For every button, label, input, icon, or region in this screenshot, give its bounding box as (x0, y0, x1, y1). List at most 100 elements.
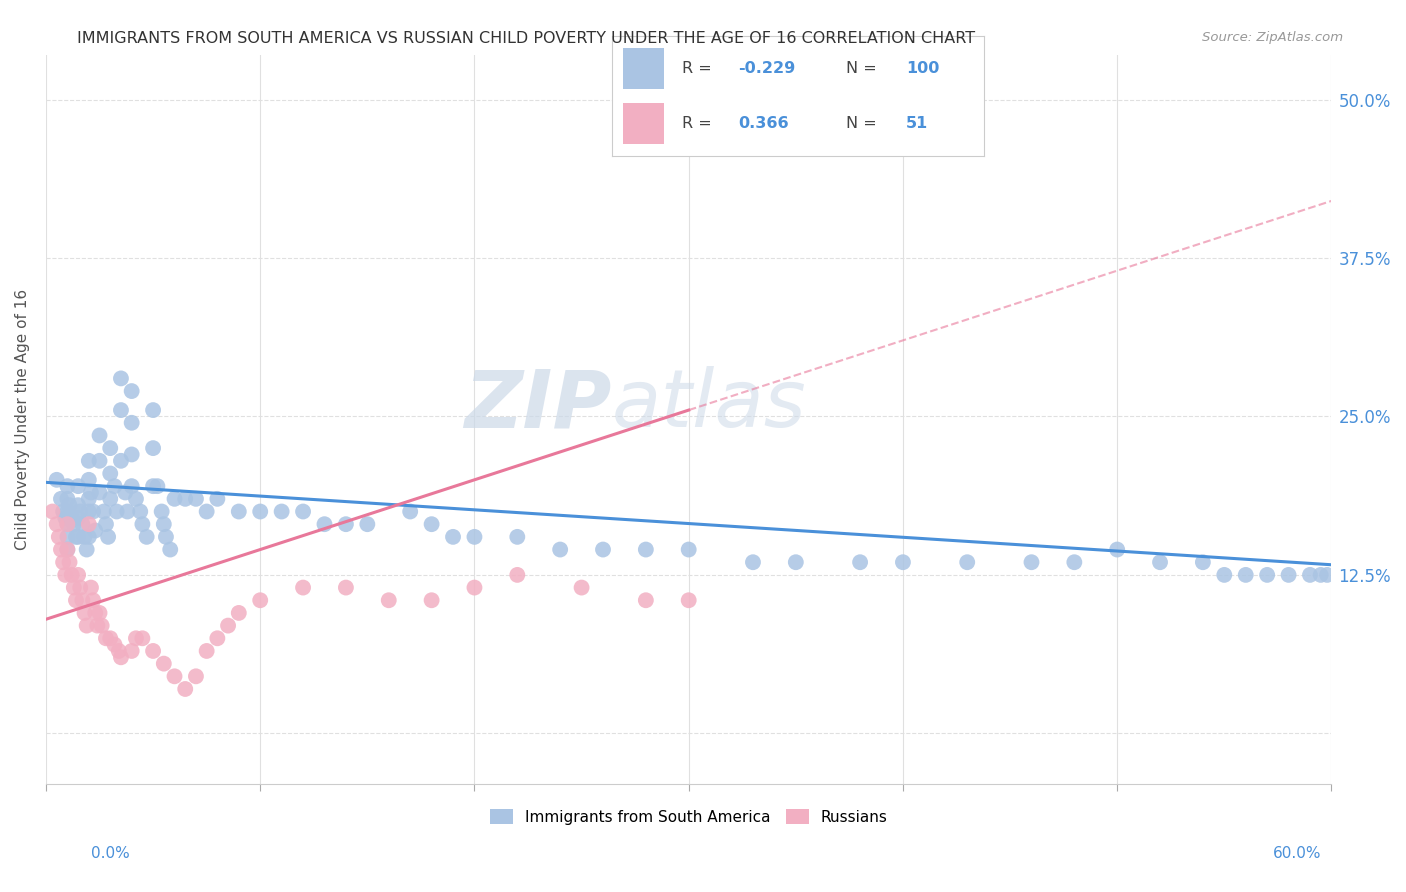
Point (94, 632, 117, 646)
Point (153, 517, 176, 532)
Point (82, 504, 104, 518)
Point (125, 632, 148, 646)
Point (131, 517, 153, 532)
Text: 0.0%: 0.0% (91, 847, 131, 861)
Point (114, 485, 136, 500)
Point (60, 511, 83, 525)
Point (77, 473, 100, 487)
Point (634, 542, 657, 557)
Point (67, 498, 90, 512)
Point (506, 530, 529, 544)
Point (1063, 555, 1085, 569)
Point (93, 504, 115, 518)
Point (56, 504, 79, 518)
Point (142, 441, 165, 455)
Text: ZIP: ZIP (464, 366, 612, 444)
Point (121, 384, 143, 398)
Bar (623, 47, 664, 88)
Y-axis label: Child Poverty Under the Age of 16: Child Poverty Under the Age of 16 (15, 289, 30, 550)
Point (89, 606, 111, 620)
Point (1213, 568, 1236, 582)
Point (60, 568, 83, 582)
Point (67, 568, 90, 582)
Point (52, 504, 75, 518)
Point (76, 618, 98, 632)
Point (463, 530, 485, 544)
Point (463, 581, 485, 595)
Point (56, 530, 79, 544)
Point (97, 530, 120, 544)
Point (129, 504, 152, 518)
Point (174, 681, 197, 696)
Point (67, 530, 90, 544)
Point (1277, 568, 1299, 582)
Point (548, 542, 571, 557)
Point (1309, 568, 1331, 582)
Point (65, 530, 87, 544)
Point (121, 416, 143, 430)
Point (63, 581, 86, 595)
Point (184, 491, 207, 506)
Point (53, 511, 76, 525)
Point (69, 504, 91, 518)
Bar (623, 103, 664, 144)
Point (56, 542, 79, 557)
Point (77, 517, 100, 532)
Point (110, 371, 132, 385)
Point (592, 542, 614, 557)
Point (742, 555, 765, 569)
Point (228, 504, 250, 518)
Point (249, 593, 271, 607)
Point (52, 555, 75, 569)
Point (335, 581, 357, 595)
Point (678, 593, 700, 607)
Text: 51: 51 (905, 116, 928, 131)
Point (72, 517, 94, 532)
Text: 100: 100 (905, 61, 939, 76)
Point (1107, 542, 1129, 557)
Point (58, 555, 80, 569)
Point (98, 632, 121, 646)
Point (80, 581, 103, 595)
Point (56, 479, 79, 493)
Point (441, 530, 464, 544)
Point (82, 593, 104, 607)
Point (98, 441, 121, 455)
Point (956, 555, 979, 569)
Point (356, 517, 378, 532)
Point (77, 491, 100, 506)
Text: -0.229: -0.229 (738, 61, 796, 76)
Point (49, 542, 72, 557)
Point (110, 403, 132, 417)
Text: IMMIGRANTS FROM SOUTH AMERICA VS RUSSIAN CHILD POVERTY UNDER THE AGE OF 16 CORRE: IMMIGRANTS FROM SOUTH AMERICA VS RUSSIAN… (77, 31, 976, 46)
Point (41, 504, 63, 518)
Point (207, 632, 229, 646)
Point (80, 485, 103, 500)
Point (159, 542, 181, 557)
Point (65, 593, 87, 607)
Point (785, 555, 807, 569)
Point (121, 644, 143, 658)
Point (94, 517, 117, 532)
Point (89, 485, 111, 500)
Point (131, 632, 153, 646)
Point (103, 479, 125, 493)
Point (378, 593, 401, 607)
Point (571, 581, 593, 595)
Point (67, 479, 90, 493)
Point (56, 517, 79, 532)
Point (135, 530, 157, 544)
Point (849, 555, 872, 569)
Point (89, 428, 111, 442)
Point (98, 467, 121, 481)
Point (105, 504, 128, 518)
Point (84, 606, 107, 620)
Point (292, 581, 315, 595)
Point (1021, 555, 1043, 569)
Point (217, 618, 239, 632)
Point (195, 644, 218, 658)
Point (77, 530, 100, 544)
Point (77, 454, 100, 468)
Point (634, 593, 657, 607)
Point (150, 504, 173, 518)
